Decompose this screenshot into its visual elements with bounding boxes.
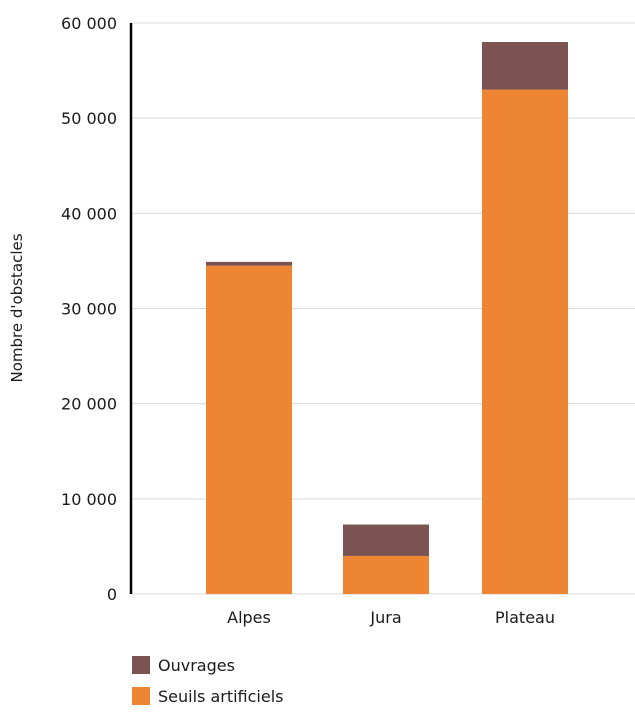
y-tick-label-1: 10 000 xyxy=(61,490,117,509)
bar-plateau-ouvrages xyxy=(482,42,568,90)
legend: Ouvrages Seuils artificiels xyxy=(132,654,284,716)
axes: 0 10 000 20 000 30 000 40 000 50 000 60 000 Alp… xyxy=(61,14,555,627)
bar-alpes-ouvrages xyxy=(206,261,292,266)
legend-label-ouvrages: Ouvrages xyxy=(158,655,235,675)
y-tick-label-5: 50 000 xyxy=(61,109,117,128)
stacked-bar-chart: 0 10 000 20 000 30 000 40 000 50 000 60 000 Alp… xyxy=(8,14,635,627)
legend-swatch-ouvrages xyxy=(132,656,150,674)
y-tick-label-4: 40 000 xyxy=(61,204,117,223)
x-tick-label-jura: Jura xyxy=(369,608,401,627)
legend-item-ouvrages: Ouvrages xyxy=(132,654,284,676)
y-tick-label-6: 60 000 xyxy=(61,14,117,33)
x-tick-label-plateau: Plateau xyxy=(495,608,555,627)
y-tick-label-2: 20 000 xyxy=(61,395,117,414)
legend-label-seuils-artificiels: Seuils artificiels xyxy=(158,686,284,706)
bar-jura-ouvrages xyxy=(343,524,429,556)
legend-swatch-seuils-artificiels xyxy=(132,687,150,705)
x-tick-label-alpes: Alpes xyxy=(227,608,271,627)
legend-item-seuils-artificiels: Seuils artificiels xyxy=(132,685,284,707)
y-tick-label-0: 0 xyxy=(107,585,117,604)
y-tick-label-3: 30 000 xyxy=(61,300,117,319)
y-axis-label: Nombre d'obstacles xyxy=(8,233,26,382)
bar-plateau-seuils-artificiels xyxy=(482,89,568,594)
bar-jura-seuils-artificiels xyxy=(343,555,429,594)
bar-alpes-seuils-artificiels xyxy=(206,265,292,594)
bars xyxy=(206,42,568,594)
